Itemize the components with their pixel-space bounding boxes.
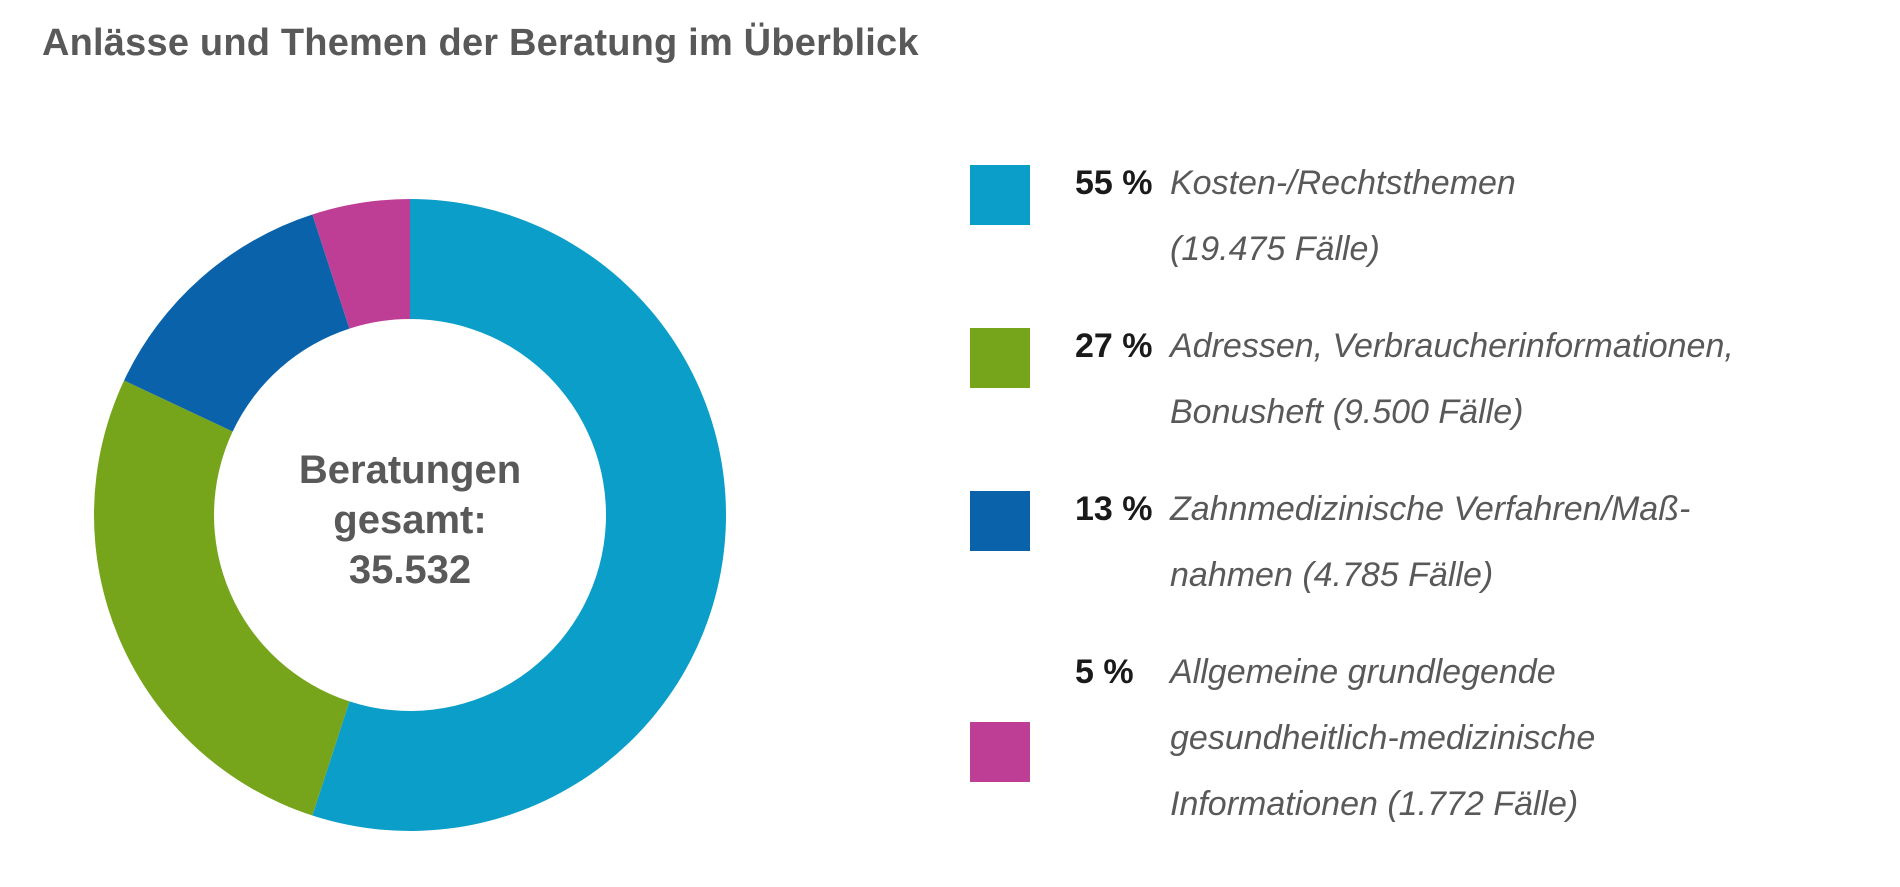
slice-adressen	[93, 380, 350, 816]
legend-percent-kosten: 55 %	[1075, 164, 1153, 202]
center-total-label: Beratungen gesamt: 35.532	[210, 445, 610, 595]
legend-line: Adressen, Verbraucherinformationen,	[1170, 327, 1734, 365]
legend-line: Informationen (1.772 Fälle)	[1170, 785, 1579, 823]
legend-swatch-allgemein	[970, 722, 1030, 782]
legend-percent-zahnmedizin: 13 %	[1075, 490, 1153, 528]
donut-chart	[93, 199, 727, 831]
legend-line: nahmen (4.785 Fälle)	[1170, 556, 1494, 594]
legend-line: Zahnmedizinische Verfahren/Maß-	[1170, 490, 1691, 528]
legend-text-adressen: Adressen, Verbraucherinformationen, Bonu…	[1170, 313, 1850, 445]
legend-text-kosten: Kosten-/Rechtsthemen (19.475 Fälle)	[1170, 150, 1850, 282]
slice-kosten	[312, 199, 727, 831]
slice-zahnmedizin	[124, 214, 350, 432]
legend-swatch-kosten	[970, 165, 1030, 225]
legend-line: Kosten-/Rechtsthemen	[1170, 164, 1516, 202]
legend-line: Bonusheft (9.500 Fälle)	[1170, 393, 1524, 431]
legend-text-allgemein: Allgemeine grundlegende gesundheitlich-m…	[1170, 639, 1850, 837]
legend-line: gesundheitlich-medizinische	[1170, 719, 1596, 757]
legend-percent-allgemein: 5 %	[1075, 653, 1134, 691]
legend-line: (19.475 Fälle)	[1170, 230, 1380, 268]
legend-percent-adressen: 27 %	[1075, 327, 1153, 365]
slice-allgemein	[312, 199, 410, 329]
center-line-3: 35.532	[348, 548, 472, 592]
legend-line: Allgemeine grundlegende	[1170, 653, 1556, 691]
legend-swatch-adressen	[970, 328, 1030, 388]
chart-title: Anlässe und Themen der Beratung im Überb…	[42, 22, 919, 64]
center-line-1: Beratungen	[298, 448, 522, 492]
legend-swatch-zahnmedizin	[970, 491, 1030, 551]
center-line-2: gesamt:	[333, 498, 487, 542]
legend-text-zahnmedizin: Zahnmedizinische Verfahren/Maß- nahmen (…	[1170, 476, 1850, 608]
